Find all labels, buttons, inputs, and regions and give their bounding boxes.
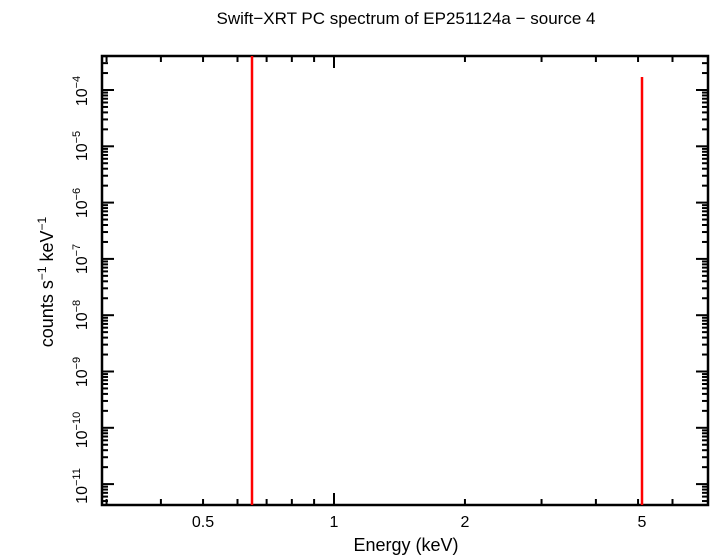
y-tick-label: 10−10 — [71, 412, 91, 448]
chart-title: Swift−XRT PC spectrum of EP251124a − sou… — [217, 9, 596, 28]
y-tick-label: 10−11 — [71, 468, 91, 504]
y-tick-label: 10−9 — [71, 357, 91, 387]
y-tick-label: 10−5 — [71, 131, 91, 161]
y-tick-label: 10−8 — [71, 300, 91, 330]
y-tick-labels: 10−11 10−10 10−9 10−8 10−7 10−6 10−5 10−… — [71, 76, 91, 504]
y-tick-label: 10−4 — [71, 76, 91, 106]
x-tick-label: 0.5 — [192, 514, 214, 531]
x-tick-label: 2 — [461, 514, 470, 531]
x-axis-label: Energy (keV) — [353, 535, 458, 555]
x-tick-label: 5 — [638, 514, 647, 531]
x-tick-label: 1 — [330, 514, 339, 531]
y-tick-label: 10−7 — [71, 244, 91, 274]
y-tick-label: 10−6 — [71, 188, 91, 218]
x-axis-ticks — [105, 56, 674, 505]
y-axis-label: counts s−1 keV−1 — [35, 216, 57, 347]
y-axis-ticks — [102, 55, 708, 503]
plot-frame — [100, 54, 710, 507]
